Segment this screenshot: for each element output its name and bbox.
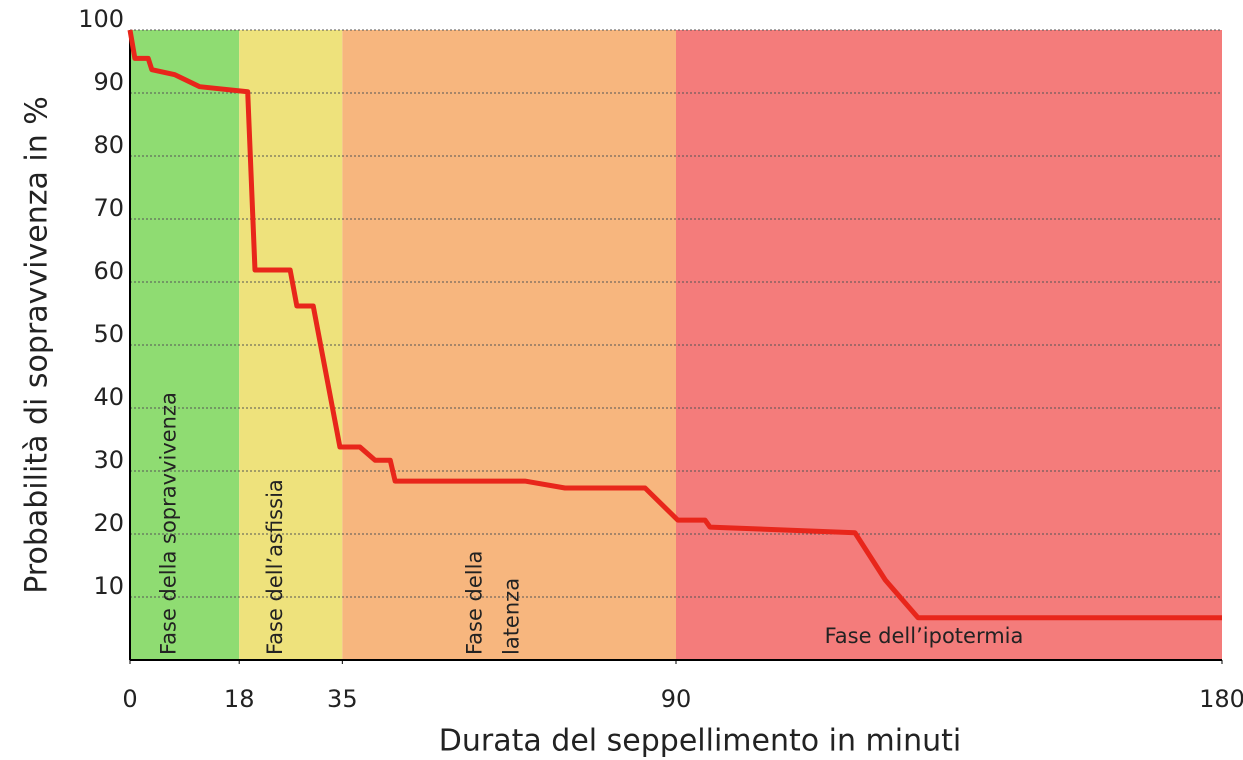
y-tick-label: 60	[93, 257, 124, 285]
phase-band	[676, 30, 1222, 660]
phase-label: latenza	[500, 578, 524, 655]
y-tick-label: 80	[93, 131, 124, 159]
x-tick-label: 18	[224, 685, 255, 713]
y-tick-label: 30	[93, 446, 124, 474]
y-tick-label: 10	[93, 572, 124, 600]
phase-label: Fase dell’asfissia	[263, 479, 287, 655]
phase-band	[130, 30, 240, 660]
x-tick-label: 90	[661, 685, 692, 713]
phase-label: Fase dell’ipotermia	[825, 624, 1024, 648]
x-tick-label: 180	[1199, 685, 1243, 713]
phase-label: Fase della sopravvivenza	[157, 392, 181, 655]
y-tick-label: 40	[93, 383, 124, 411]
y-tick-label: 20	[93, 509, 124, 537]
y-tick-label: 50	[93, 320, 124, 348]
survival-line	[127, 29, 1222, 621]
x-tick-label: 35	[327, 685, 358, 713]
x-tick-label: 0	[122, 685, 137, 713]
phase-band	[342, 30, 676, 660]
phase-label: Fase della	[463, 551, 487, 655]
plot	[127, 29, 1222, 621]
grid: 10 20 30 40 50 60 70 80 90 100 0 18 35 90 180	[78, 5, 1243, 713]
x-axis-title: Durata del seppellimento in minuti	[439, 724, 961, 759]
y-axis-title: Probabilità di sopravvivenza in %	[20, 96, 55, 594]
y-tick-label: 100	[78, 5, 124, 33]
y-tick-label: 90	[93, 68, 124, 96]
y-tick-label: 70	[93, 194, 124, 222]
